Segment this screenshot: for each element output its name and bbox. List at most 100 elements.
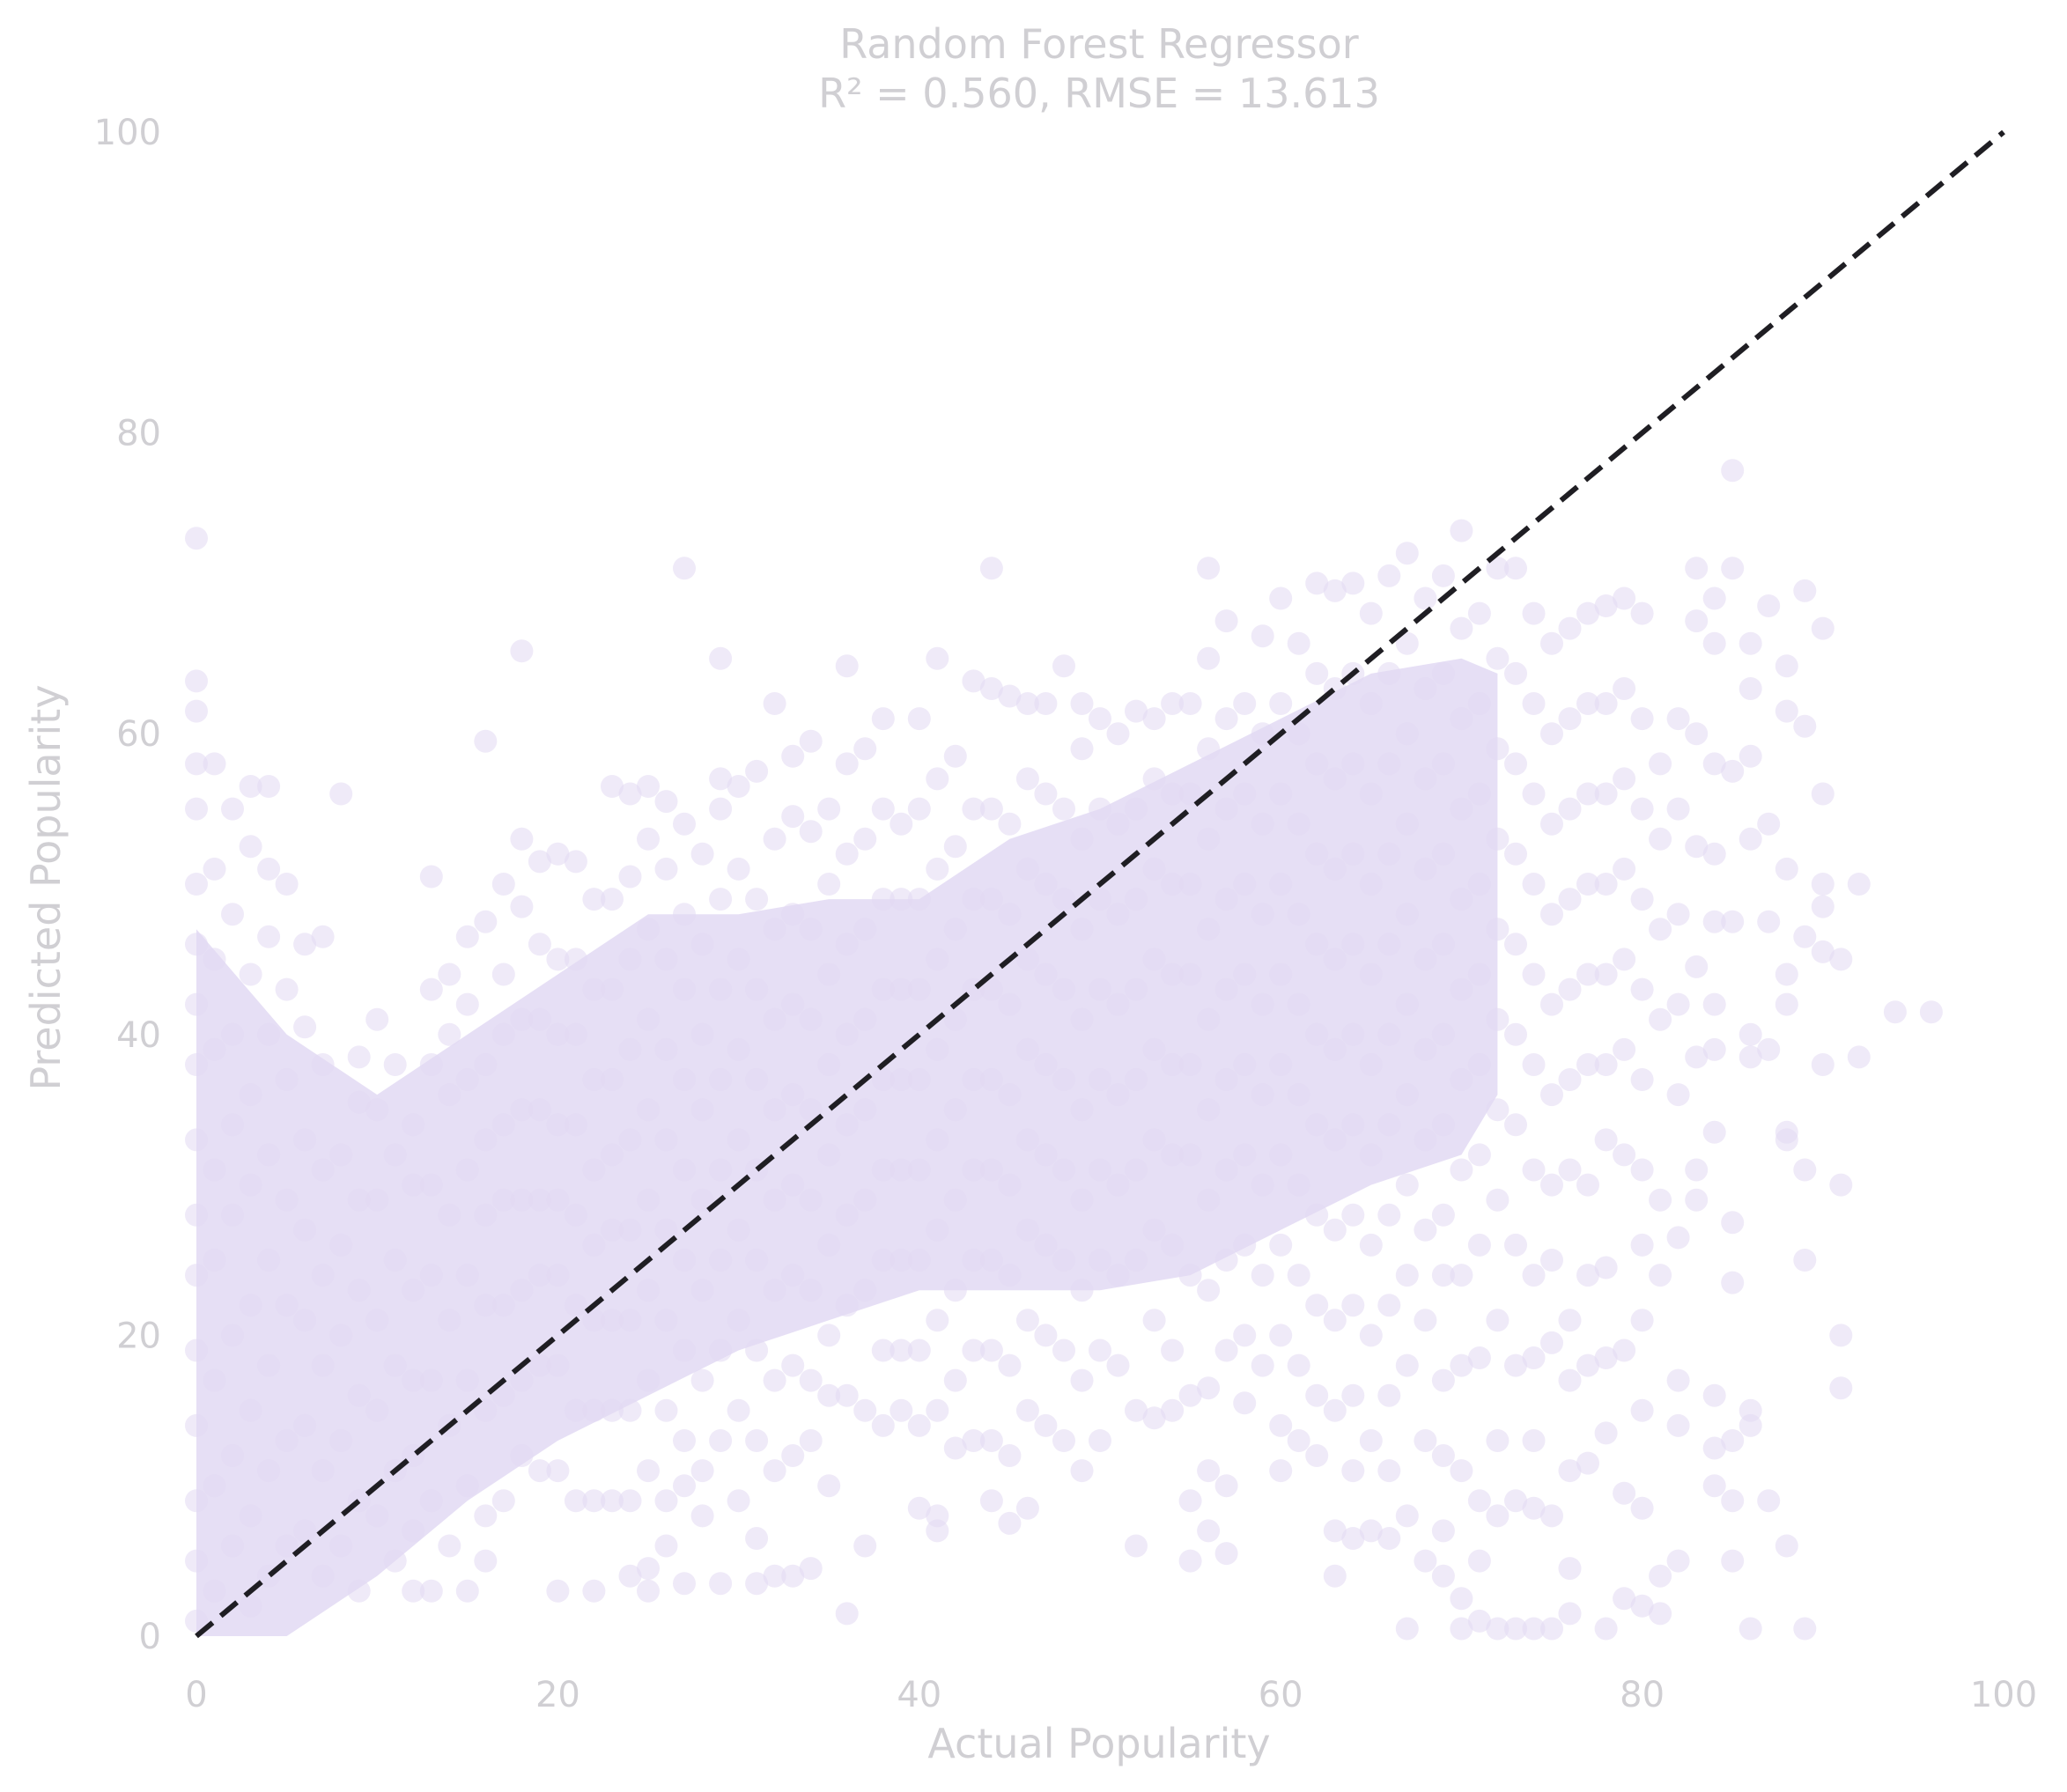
data-point xyxy=(383,1353,407,1377)
data-point xyxy=(601,1068,624,1091)
data-point xyxy=(926,1128,949,1152)
data-point xyxy=(1034,1413,1058,1437)
data-point xyxy=(1450,1587,1473,1611)
data-point xyxy=(474,1053,498,1076)
data-point xyxy=(1395,1264,1419,1287)
data-point xyxy=(293,1413,317,1437)
data-point xyxy=(1793,1617,1817,1641)
data-point xyxy=(365,1309,389,1332)
data-point xyxy=(1142,1037,1166,1061)
data-point xyxy=(1269,1413,1293,1437)
data-point xyxy=(257,775,281,798)
data-point xyxy=(1070,1188,1094,1212)
data-point xyxy=(1486,1309,1510,1332)
data-point xyxy=(1197,1007,1221,1031)
data-point xyxy=(1341,1383,1365,1407)
x-tick-label: 80 xyxy=(1620,1675,1665,1715)
data-point xyxy=(943,1436,967,1460)
data-point xyxy=(1359,782,1383,806)
data-point xyxy=(907,977,931,1001)
data-point xyxy=(1323,579,1347,602)
data-point xyxy=(1125,888,1148,911)
data-point xyxy=(203,857,226,881)
data-point xyxy=(799,1098,823,1122)
data-point xyxy=(365,1007,389,1031)
data-point xyxy=(1613,586,1636,610)
data-point xyxy=(618,1218,642,1242)
data-point xyxy=(275,1534,299,1558)
data-point xyxy=(998,1353,1022,1377)
data-point xyxy=(817,1474,841,1498)
data-point xyxy=(365,1098,389,1122)
data-point xyxy=(1178,873,1202,896)
data-point xyxy=(185,1338,208,1362)
data-point xyxy=(1233,1233,1257,1257)
data-point xyxy=(1125,797,1148,821)
data-point xyxy=(1269,1053,1293,1076)
data-point xyxy=(1015,1398,1039,1422)
data-point xyxy=(817,1324,841,1347)
data-point xyxy=(1341,933,1365,956)
data-point xyxy=(1450,797,1473,821)
data-point xyxy=(763,1279,786,1302)
data-point xyxy=(835,1113,859,1137)
data-point xyxy=(1305,933,1329,956)
data-point xyxy=(438,1022,461,1046)
data-point xyxy=(1197,646,1221,670)
data-point xyxy=(1287,812,1310,836)
data-point xyxy=(1070,692,1094,715)
data-point xyxy=(1414,1549,1437,1573)
data-point xyxy=(1793,925,1817,948)
data-point xyxy=(979,1489,1003,1513)
data-point xyxy=(1414,767,1437,791)
data-point xyxy=(962,1338,986,1362)
data-point xyxy=(1359,1324,1383,1347)
data-point xyxy=(347,1383,371,1407)
data-point xyxy=(1052,654,1075,678)
data-point xyxy=(1594,962,1618,986)
data-point xyxy=(1450,1617,1473,1641)
data-point xyxy=(564,850,587,874)
data-point xyxy=(1251,1083,1274,1107)
data-point xyxy=(1323,1037,1347,1061)
data-point xyxy=(853,1007,877,1031)
data-point xyxy=(745,1338,769,1362)
data-point xyxy=(1594,1256,1618,1279)
data-point xyxy=(1576,873,1599,896)
data-point xyxy=(1197,737,1221,761)
data-point xyxy=(564,1022,587,1046)
data-point xyxy=(618,865,642,889)
data-point xyxy=(1540,1617,1563,1641)
data-point xyxy=(1522,1158,1546,1182)
data-point xyxy=(1486,1098,1510,1122)
data-point xyxy=(673,1572,696,1596)
data-point xyxy=(1540,812,1563,836)
data-point xyxy=(1431,1022,1455,1046)
data-point xyxy=(203,752,226,776)
data-point xyxy=(1811,782,1834,806)
data-point xyxy=(419,1489,443,1513)
data-point xyxy=(1721,1271,1745,1294)
data-point xyxy=(1685,609,1709,633)
data-point xyxy=(763,918,786,941)
data-point xyxy=(1775,857,1798,881)
data-point xyxy=(781,1353,805,1377)
data-point xyxy=(1251,1264,1274,1287)
data-point xyxy=(817,1233,841,1257)
data-point xyxy=(943,744,967,768)
data-point xyxy=(998,1511,1022,1535)
data-point xyxy=(419,1053,443,1076)
data-point xyxy=(1558,1309,1582,1332)
data-point xyxy=(546,1113,570,1137)
data-point xyxy=(1070,1459,1094,1483)
data-point xyxy=(1341,1527,1365,1550)
x-tick-label: 0 xyxy=(185,1675,207,1715)
data-point xyxy=(365,1504,389,1528)
data-point xyxy=(383,1549,407,1573)
data-point xyxy=(239,1594,262,1618)
data-point xyxy=(1558,1602,1582,1626)
data-point xyxy=(979,1429,1003,1452)
data-point xyxy=(1540,1173,1563,1197)
data-point xyxy=(1305,572,1329,595)
data-point xyxy=(1161,873,1185,896)
